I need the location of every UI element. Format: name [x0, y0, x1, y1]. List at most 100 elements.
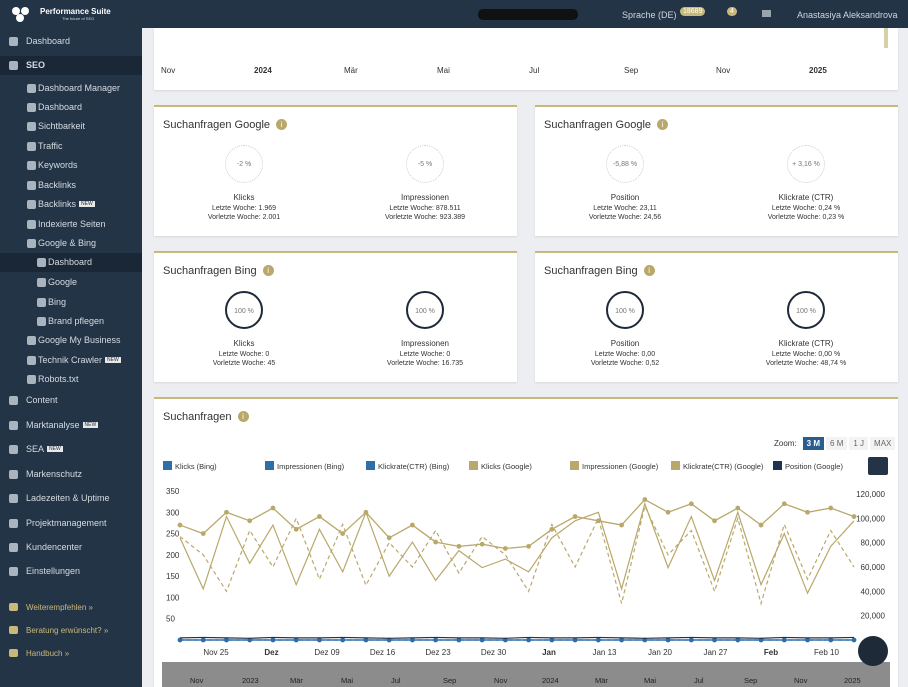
- timeline-label: Nov: [716, 66, 731, 75]
- nav-item[interactable]: Bing: [0, 293, 142, 312]
- metric-name: Klicks: [233, 193, 255, 202]
- nav-item[interactable]: Traffic: [0, 137, 142, 156]
- navigator-label: Jul: [694, 676, 704, 685]
- legend-label[interactable]: Klicks (Google): [481, 462, 532, 471]
- link-label: Handbuch »: [26, 649, 70, 658]
- x-tick-label: Dez 09: [314, 648, 340, 657]
- metric-card: Suchanfragen Bing i 100 % Klicks Letzte Woch…: [154, 251, 517, 382]
- nav-icon: [9, 396, 18, 405]
- nav-item[interactable]: Dashboard: [0, 32, 142, 51]
- footer-link[interactable]: Beratung erwünscht? »: [0, 621, 142, 640]
- nav-label: Keywords: [38, 160, 78, 170]
- nav-icon: [27, 161, 36, 170]
- metric-name: Klicks: [233, 339, 255, 348]
- nav-item[interactable]: Markenschutz: [0, 465, 142, 484]
- nav-item[interactable]: Google My Business: [0, 331, 142, 350]
- nav-item[interactable]: SEO: [0, 56, 142, 75]
- brand: Performance Suite: [40, 7, 111, 16]
- nav-item[interactable]: Dashboard: [0, 98, 142, 117]
- legend-swatch[interactable]: [671, 461, 680, 470]
- nav-item[interactable]: Keywords: [0, 156, 142, 175]
- navigator-label: Sep: [744, 676, 757, 685]
- nav-item[interactable]: Dashboard Manager: [0, 79, 142, 98]
- legend-label[interactable]: Impressionen (Bing): [277, 462, 345, 471]
- nav-item[interactable]: Indexierte Seiten: [0, 215, 142, 234]
- nav-item[interactable]: Einstellungen: [0, 562, 142, 581]
- nav-item[interactable]: Projektmanagement: [0, 514, 142, 533]
- point: [456, 543, 462, 549]
- user[interactable]: Anastasiya Aleksandrova: [797, 10, 898, 20]
- footer-link[interactable]: Weiterempfehlen »: [0, 598, 142, 617]
- zoom-button[interactable]: MAX: [870, 437, 896, 450]
- nav-icon: [27, 142, 36, 151]
- zoom-button[interactable]: 3 M: [802, 437, 825, 450]
- nav-icon: [27, 375, 36, 384]
- download-button[interactable]: [868, 457, 888, 475]
- nav-item[interactable]: Ladezeiten & Uptime: [0, 489, 142, 508]
- x-tick-label: Dez 23: [425, 648, 451, 657]
- info-icon[interactable]: i: [276, 119, 288, 130]
- logo: [12, 7, 29, 22]
- footer-link[interactable]: Handbuch »: [0, 644, 142, 663]
- timeline-label: Mär: [344, 66, 358, 75]
- metric-card: Suchanfragen Google i -5,88 % Position Letzt…: [535, 105, 898, 236]
- timeline-label: Sep: [624, 66, 639, 75]
- nav-item[interactable]: Robots.txt: [0, 370, 142, 389]
- metric-last: Letzte Woche: 0,00 %: [771, 351, 841, 358]
- nav-item[interactable]: Sichtbarkeit: [0, 117, 142, 136]
- info-icon[interactable]: i: [262, 265, 274, 276]
- info-icon[interactable]: i: [643, 265, 655, 276]
- gauge-label: 100 %: [234, 308, 254, 315]
- point: [688, 501, 694, 507]
- legend-swatch[interactable]: [773, 461, 782, 470]
- legend-label[interactable]: Impressionen (Google): [582, 462, 659, 471]
- nav-item[interactable]: Marktanalyse NEW: [0, 416, 142, 435]
- nav-label: Ladezeiten & Uptime: [26, 493, 110, 503]
- point: [317, 514, 322, 519]
- legend-swatch[interactable]: [366, 461, 375, 470]
- metric-last: Letzte Woche: 0: [218, 351, 270, 358]
- nav-label: Brand pflegen: [48, 316, 105, 326]
- title: Suchanfragen Bing: [163, 265, 257, 277]
- card-title: Suchanfragen Bing i: [544, 265, 655, 277]
- legend-swatch[interactable]: [163, 461, 172, 470]
- info-icon[interactable]: i: [657, 119, 669, 130]
- nav-item[interactable]: SEA NEW: [0, 440, 142, 459]
- point: [270, 505, 276, 511]
- point: [572, 514, 578, 519]
- legend-label[interactable]: Klickrate(CTR) (Google): [683, 462, 764, 471]
- nav-item[interactable]: Backlinks: [0, 176, 142, 195]
- metric-card: Suchanfragen Google i -2 % Klicks Letzte Woc…: [154, 105, 517, 236]
- chat-button[interactable]: [858, 636, 888, 666]
- language[interactable]: Sprache (DE): [622, 10, 677, 20]
- nav-item[interactable]: Google & Bing: [0, 234, 142, 253]
- zoom-button[interactable]: 1 J: [849, 437, 869, 450]
- point: [502, 546, 508, 551]
- nav-item[interactable]: Google: [0, 273, 142, 292]
- legend-label[interactable]: Position (Google): [785, 462, 843, 471]
- gauge-label: -5 %: [417, 161, 433, 168]
- y-tick-label: 350: [166, 487, 180, 496]
- legend-label[interactable]: Klickrate(CTR) (Bing): [378, 462, 450, 471]
- nav-item[interactable]: Dashboard: [0, 253, 142, 272]
- nav-item[interactable]: Kundencenter: [0, 538, 142, 557]
- zoom-button[interactable]: 6 M: [826, 437, 848, 450]
- nav-item[interactable]: Brand pflegen: [0, 312, 142, 331]
- y2-tick-label: 60,000: [861, 563, 886, 572]
- mail-icon[interactable]: [762, 10, 771, 17]
- nav-item[interactable]: Content: [0, 391, 142, 410]
- legend-swatch[interactable]: [469, 461, 478, 470]
- nav-icon: [37, 298, 46, 307]
- legend-swatch[interactable]: [265, 461, 274, 470]
- legend-label[interactable]: Klicks (Bing): [175, 462, 217, 471]
- metric-last: Letzte Woche: 0: [399, 351, 451, 358]
- legend-swatch[interactable]: [570, 461, 579, 470]
- metric: -5 % Impressionen Letzte Woche: 878.511 Vor…: [345, 145, 505, 221]
- nav-item[interactable]: Backlinks NEW: [0, 195, 142, 214]
- navigator-label: Nov: [794, 676, 808, 685]
- card-title: Suchanfragen Bing i: [163, 265, 274, 277]
- metric-prev: Vorletzte Woche: 2.001: [207, 214, 281, 221]
- nav-item[interactable]: Technik Crawler NEW: [0, 351, 142, 370]
- title: Suchanfragen Google: [163, 119, 271, 131]
- point: [781, 501, 787, 507]
